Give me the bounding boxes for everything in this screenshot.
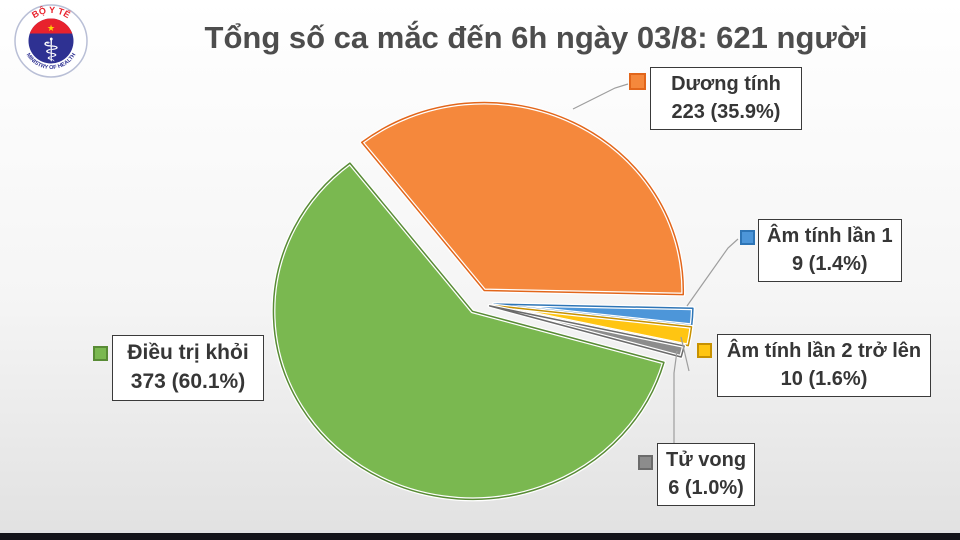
callout-dieu-tri-khoi: Điều trị khỏi 373 (60.1%) bbox=[112, 335, 264, 401]
logo-ring-top-text: BỘ Y TẾ bbox=[30, 4, 72, 20]
pie-slice-edge-3 bbox=[488, 305, 685, 358]
callout-am-tinh-lan-2: Âm tính lần 2 trở lên 10 (1.6%) bbox=[717, 334, 931, 398]
pie-slice-edge-4 bbox=[272, 162, 665, 501]
footer-bar bbox=[0, 533, 960, 540]
callout-label: Dương tính bbox=[671, 73, 781, 95]
leader-line-tu-vong bbox=[673, 350, 678, 443]
logo-flag-band bbox=[28, 18, 74, 34]
callout-value: 223 (35.9%) bbox=[671, 100, 781, 123]
callout-duong-tinh: Dương tính 223 (35.9%) bbox=[650, 67, 802, 131]
callout-label: Điều trị khỏi bbox=[127, 341, 249, 364]
leader-line-am-tinh-2 bbox=[680, 336, 690, 372]
legend-swatch-dieu-tri-khoi bbox=[93, 346, 108, 361]
legend-swatch-duong-tinh bbox=[629, 73, 646, 90]
callout-value: 10 (1.6%) bbox=[780, 367, 868, 390]
moh-logo: BỘ Y TẾ MINISTRY OF HEALTH ★ ⚕ bbox=[14, 4, 88, 78]
leader-line-am-tinh-1 bbox=[686, 238, 739, 307]
logo-rod-of-asclepius-icon: ⚕ bbox=[42, 32, 59, 68]
legend-swatch-am-tinh-lan-1 bbox=[740, 230, 755, 245]
pie-slice-edge-0 bbox=[361, 101, 684, 296]
legend-swatch-tu-vong bbox=[638, 455, 653, 470]
pie-slice-edge-2 bbox=[493, 304, 693, 347]
pie-chart bbox=[271, 100, 695, 502]
callout-label: Âm tính lần 2 trở lên bbox=[726, 340, 922, 362]
callout-am-tinh-lan-1: Âm tính lần 1 9 (1.4%) bbox=[758, 219, 902, 283]
callout-tu-vong: Tử vong 6 (1.0%) bbox=[657, 443, 756, 507]
logo-star-icon: ★ bbox=[47, 23, 55, 33]
callout-label: Tử vong bbox=[666, 449, 747, 471]
page-title: Tổng số ca mắc đến 6h ngày 03/8: 621 ngư… bbox=[204, 20, 868, 55]
callout-value: 373 (60.1%) bbox=[130, 369, 246, 393]
callout-value: 6 (1.0%) bbox=[668, 476, 744, 499]
callout-value: 9 (1.4%) bbox=[791, 252, 868, 275]
callout-label: Âm tính lần 1 bbox=[767, 225, 893, 247]
leader-line-duong-tinh bbox=[572, 83, 629, 110]
legend-swatch-am-tinh-lan-2 bbox=[697, 343, 712, 358]
